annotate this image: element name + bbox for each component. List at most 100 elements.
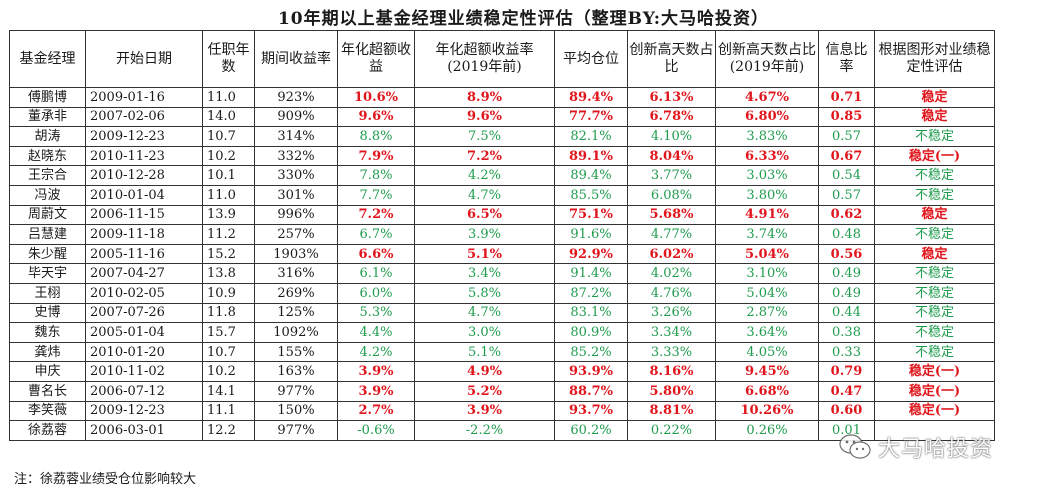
- annual-excess-2019-cell: 5.1%: [414, 243, 555, 265]
- start-date-cell: 2010-11-02: [85, 361, 203, 382]
- new-high-ratio-2019-cell: 9.45%: [715, 361, 819, 382]
- period-return-cell: 257%: [254, 224, 338, 245]
- avg-position-cell: 83.1%: [554, 302, 628, 324]
- tenure-years-cell: 13.8: [202, 263, 255, 284]
- stability-eval-cell: 不稳定: [874, 263, 995, 284]
- new-high-ratio-2019-cell: 3.74%: [715, 224, 819, 245]
- info-ratio-cell: 0.47: [818, 380, 875, 402]
- stability-eval-cell: 稳定: [874, 204, 995, 226]
- new-high-ratio-cell: 6.08%: [627, 184, 716, 206]
- manager-name-cell: 王宗合: [9, 165, 86, 186]
- manager-name-cell: 毕天宇: [9, 263, 86, 284]
- annual-excess-2019-cell: 3.9%: [414, 400, 555, 422]
- table-row: 傅鹏博 2009-01-16 11.0 923% 10.6% 8.9% 89.4% 6.13%…: [9, 87, 995, 108]
- table-body: 傅鹏博 2009-01-16 11.0 923% 10.6% 8.9% 89.4% 6.13%…: [9, 87, 995, 441]
- table-row: 周蔚文 2006-11-15 13.9 996% 7.2% 6.5% 75.1% 5.68% 4…: [9, 204, 995, 226]
- info-ratio-cell: 0.56: [818, 243, 875, 265]
- new-high-ratio-2019-cell: 4.67%: [715, 87, 819, 108]
- tenure-years-cell: 10.7: [202, 341, 255, 363]
- info-ratio-cell: 0.33: [818, 341, 875, 363]
- start-date-cell: 2006-11-15: [85, 204, 203, 226]
- manager-name-cell: 朱少醒: [9, 243, 86, 265]
- info-ratio-cell: 0.60: [818, 400, 875, 422]
- table-row: 朱少醒 2005-11-16 15.2 1903% 6.6% 5.1% 92.9% 6.02%…: [9, 243, 995, 265]
- annual-excess-cell: 7.7%: [337, 184, 415, 206]
- new-high-ratio-2019-cell: 3.64%: [715, 322, 819, 343]
- info-ratio-cell: 0.49: [818, 263, 875, 284]
- info-ratio-cell: 0.49: [818, 282, 875, 304]
- avg-position-cell: 85.2%: [554, 341, 628, 363]
- annual-excess-cell: 6.7%: [337, 224, 415, 245]
- avg-position-cell: 87.2%: [554, 282, 628, 304]
- new-high-ratio-cell: 5.68%: [627, 204, 716, 226]
- start-date-cell: 2009-11-18: [85, 224, 203, 245]
- period-return-cell: 1092%: [254, 322, 338, 343]
- info-ratio-cell: 0.01: [818, 420, 875, 441]
- start-date-cell: 2010-01-20: [85, 341, 203, 363]
- avg-position-cell: 88.7%: [554, 380, 628, 402]
- manager-name-cell: 申庆: [9, 361, 86, 382]
- stability-eval-cell: 不稳定: [874, 165, 995, 186]
- info-ratio-cell: 0.38: [818, 322, 875, 343]
- header-cell: 年化超额收益: [337, 30, 415, 88]
- header-cell: 平均仓位: [554, 30, 628, 88]
- annual-excess-2019-cell: 5.1%: [414, 341, 555, 363]
- avg-position-cell: 85.5%: [554, 184, 628, 206]
- stability-eval-cell: 不稳定: [874, 184, 995, 206]
- period-return-cell: 314%: [254, 126, 338, 147]
- new-high-ratio-cell: 8.16%: [627, 361, 716, 382]
- manager-name-cell: 王栩: [9, 282, 86, 304]
- table-row: 毕天宇 2007-04-27 13.8 316% 6.1% 3.4% 91.4% 4.02% 3…: [9, 263, 995, 284]
- table-row: 王栩 2010-02-05 10.9 269% 6.0% 5.8% 87.2% 4.76% 5.…: [9, 282, 995, 304]
- stability-eval-cell: [874, 420, 995, 441]
- period-return-cell: 332%: [254, 145, 338, 167]
- annual-excess-cell: 9.6%: [337, 106, 415, 128]
- manager-name-cell: 赵晓东: [9, 145, 86, 167]
- header-row: 基金经理 开始日期 任职年数 期间收益率 年化超额收益 年化超额收益率(2019…: [9, 30, 995, 88]
- stability-eval-cell: 不稳定: [874, 302, 995, 324]
- table-row: 胡涛 2009-12-23 10.7 314% 8.8% 7.5% 82.1% 4.10% 3.…: [9, 126, 995, 147]
- annual-excess-cell: 4.2%: [337, 341, 415, 363]
- period-return-cell: 269%: [254, 282, 338, 304]
- avg-position-cell: 82.1%: [554, 126, 628, 147]
- tenure-years-cell: 11.8: [202, 302, 255, 324]
- stability-eval-cell: 稳定(一): [874, 361, 995, 382]
- new-high-ratio-cell: 6.13%: [627, 87, 716, 108]
- period-return-cell: 301%: [254, 184, 338, 206]
- manager-name-cell: 吕慧建: [9, 224, 86, 245]
- tenure-years-cell: 15.7: [202, 322, 255, 343]
- stability-eval-cell: 稳定: [874, 106, 995, 128]
- tenure-years-cell: 13.9: [202, 204, 255, 226]
- avg-position-cell: 80.9%: [554, 322, 628, 343]
- tenure-years-cell: 10.1: [202, 165, 255, 186]
- new-high-ratio-cell: 4.76%: [627, 282, 716, 304]
- period-return-cell: 923%: [254, 87, 338, 108]
- stability-eval-cell: 不稳定: [874, 126, 995, 147]
- avg-position-cell: 77.7%: [554, 106, 628, 128]
- annual-excess-2019-cell: 7.2%: [414, 145, 555, 167]
- new-high-ratio-cell: 4.02%: [627, 263, 716, 284]
- tenure-years-cell: 10.2: [202, 145, 255, 167]
- start-date-cell: 2007-02-06: [85, 106, 203, 128]
- annual-excess-2019-cell: -2.2%: [414, 420, 555, 441]
- new-high-ratio-cell: 4.10%: [627, 126, 716, 147]
- annual-excess-2019-cell: 4.7%: [414, 302, 555, 324]
- annual-excess-cell: 6.6%: [337, 243, 415, 265]
- table-row: 王宗合 2010-12-28 10.1 330% 7.8% 4.2% 89.4% 3.77% 3…: [9, 165, 995, 186]
- header-cell: 任职年数: [202, 30, 255, 88]
- new-high-ratio-2019-cell: 4.05%: [715, 341, 819, 363]
- period-return-cell: 125%: [254, 302, 338, 324]
- table-row: 魏东 2005-01-04 15.7 1092% 4.4% 3.0% 80.9% 3.34% 3…: [9, 322, 995, 343]
- new-high-ratio-cell: 6.02%: [627, 243, 716, 265]
- info-ratio-cell: 0.54: [818, 165, 875, 186]
- new-high-ratio-2019-cell: 6.80%: [715, 106, 819, 128]
- new-high-ratio-2019-cell: 3.80%: [715, 184, 819, 206]
- manager-name-cell: 李笑薇: [9, 400, 86, 422]
- header-cell: 信息比率: [818, 30, 875, 88]
- period-return-cell: 150%: [254, 400, 338, 422]
- header-cell: 创新高天数占比(2019年前): [715, 30, 819, 88]
- annual-excess-2019-cell: 8.9%: [414, 87, 555, 108]
- period-return-cell: 155%: [254, 341, 338, 363]
- stability-eval-cell: 稳定(一): [874, 400, 995, 422]
- annual-excess-2019-cell: 3.9%: [414, 224, 555, 245]
